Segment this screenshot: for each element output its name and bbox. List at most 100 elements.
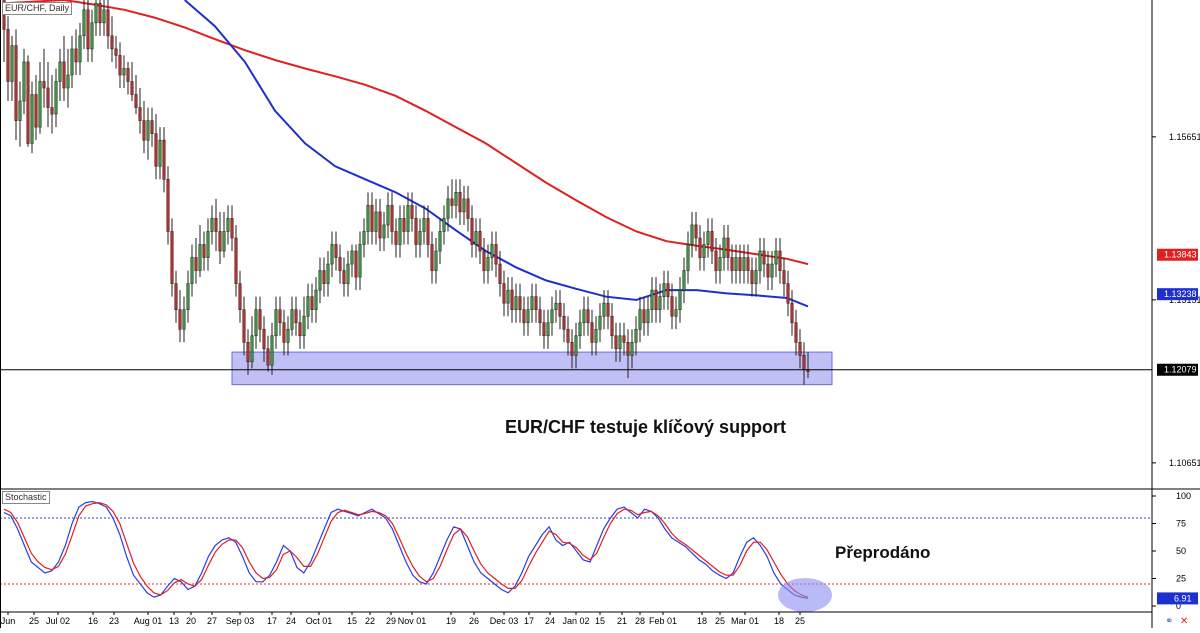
chart-link-icon[interactable]: ⚭ <box>1165 616 1174 627</box>
time-tick-label: 29 <box>386 616 396 626</box>
candle <box>130 61 134 102</box>
candle <box>186 270 190 323</box>
time-tick-label: Aug 01 <box>134 616 163 626</box>
candle-body <box>246 341 250 363</box>
candle-body <box>694 224 698 239</box>
candle-body <box>114 48 118 56</box>
candle <box>762 237 766 278</box>
candle <box>786 270 790 317</box>
close-pane-icon[interactable]: ✕ <box>1180 616 1189 627</box>
candle <box>606 290 610 330</box>
candle <box>770 251 774 291</box>
candle-body <box>414 218 418 245</box>
price-label-text: 1.13843 <box>1164 250 1197 260</box>
candle <box>398 205 402 258</box>
candle <box>330 231 334 278</box>
candle-body <box>766 263 770 278</box>
candle-body <box>698 237 702 258</box>
candle <box>150 107 154 147</box>
candle-body <box>102 9 106 24</box>
candle <box>162 127 166 193</box>
candle <box>514 283 518 323</box>
candle-body <box>526 309 530 324</box>
candle <box>210 205 214 245</box>
price-pane[interactable] <box>0 0 1152 386</box>
candle-body <box>802 355 806 370</box>
candle <box>38 61 42 134</box>
time-tick-label: Sep 03 <box>226 616 255 626</box>
candle <box>10 35 14 102</box>
candle <box>246 329 250 375</box>
candle <box>66 48 70 108</box>
candle-body <box>426 218 430 245</box>
candle-body <box>702 244 706 258</box>
candle <box>278 296 282 336</box>
candle-body <box>34 94 38 128</box>
candle-body <box>734 257 738 271</box>
candle-body <box>670 296 674 317</box>
candle <box>758 237 762 284</box>
candle <box>502 270 506 317</box>
stochastic-pane[interactable] <box>0 500 1152 613</box>
candle <box>674 296 678 330</box>
candle-body <box>194 257 198 271</box>
candle-body <box>382 224 386 239</box>
candle-body <box>502 283 506 304</box>
candle <box>182 296 186 343</box>
candle-body <box>302 315 306 337</box>
candle-body <box>654 289 658 311</box>
candle-body <box>566 328 570 343</box>
candle-body <box>690 224 694 245</box>
candle-body <box>562 315 566 330</box>
candle <box>314 277 318 323</box>
candle <box>734 244 738 284</box>
candle-body <box>402 218 406 232</box>
candle <box>426 205 430 258</box>
candle-body <box>466 198 470 219</box>
candle <box>630 329 634 369</box>
candle-body <box>758 250 762 271</box>
candle <box>654 277 658 323</box>
candle-body <box>470 218 474 245</box>
candle <box>470 205 474 258</box>
candle <box>506 277 510 317</box>
price-tick-label: 1.10651 <box>1169 458 1200 468</box>
candle <box>390 192 394 245</box>
candle-body <box>18 100 22 121</box>
candle <box>574 322 578 369</box>
candle <box>262 316 266 362</box>
current-price-label: 1.12079 <box>1157 363 1198 376</box>
candle-body <box>650 289 654 311</box>
price-tick-label: 1.15651 <box>1169 132 1200 142</box>
candle-body <box>542 322 546 337</box>
candle-body <box>634 328 638 343</box>
candle-body <box>342 270 346 284</box>
candle <box>198 224 202 278</box>
time-tick-label: 18 <box>774 616 784 626</box>
time-tick-label: 15 <box>347 616 357 626</box>
candle-body <box>618 335 622 350</box>
candle-body <box>30 94 34 144</box>
candle <box>634 316 638 356</box>
candle <box>42 48 46 108</box>
candle <box>422 205 426 245</box>
time-tick-label: 16 <box>88 616 98 626</box>
candle-body <box>86 9 90 50</box>
candle <box>94 0 98 36</box>
candle <box>214 198 218 252</box>
candle-body <box>482 250 486 271</box>
candle <box>402 205 406 245</box>
candle <box>414 205 418 258</box>
candle-body <box>474 231 478 245</box>
candle <box>178 290 182 343</box>
candle <box>798 329 802 369</box>
candle-body <box>154 133 158 167</box>
candle <box>718 244 722 284</box>
candle <box>726 224 730 271</box>
candle <box>346 251 350 297</box>
candle <box>662 270 666 310</box>
candle <box>46 61 50 128</box>
candle-body <box>630 341 634 356</box>
time-tick-label: 17 <box>524 616 534 626</box>
candle <box>522 296 526 336</box>
